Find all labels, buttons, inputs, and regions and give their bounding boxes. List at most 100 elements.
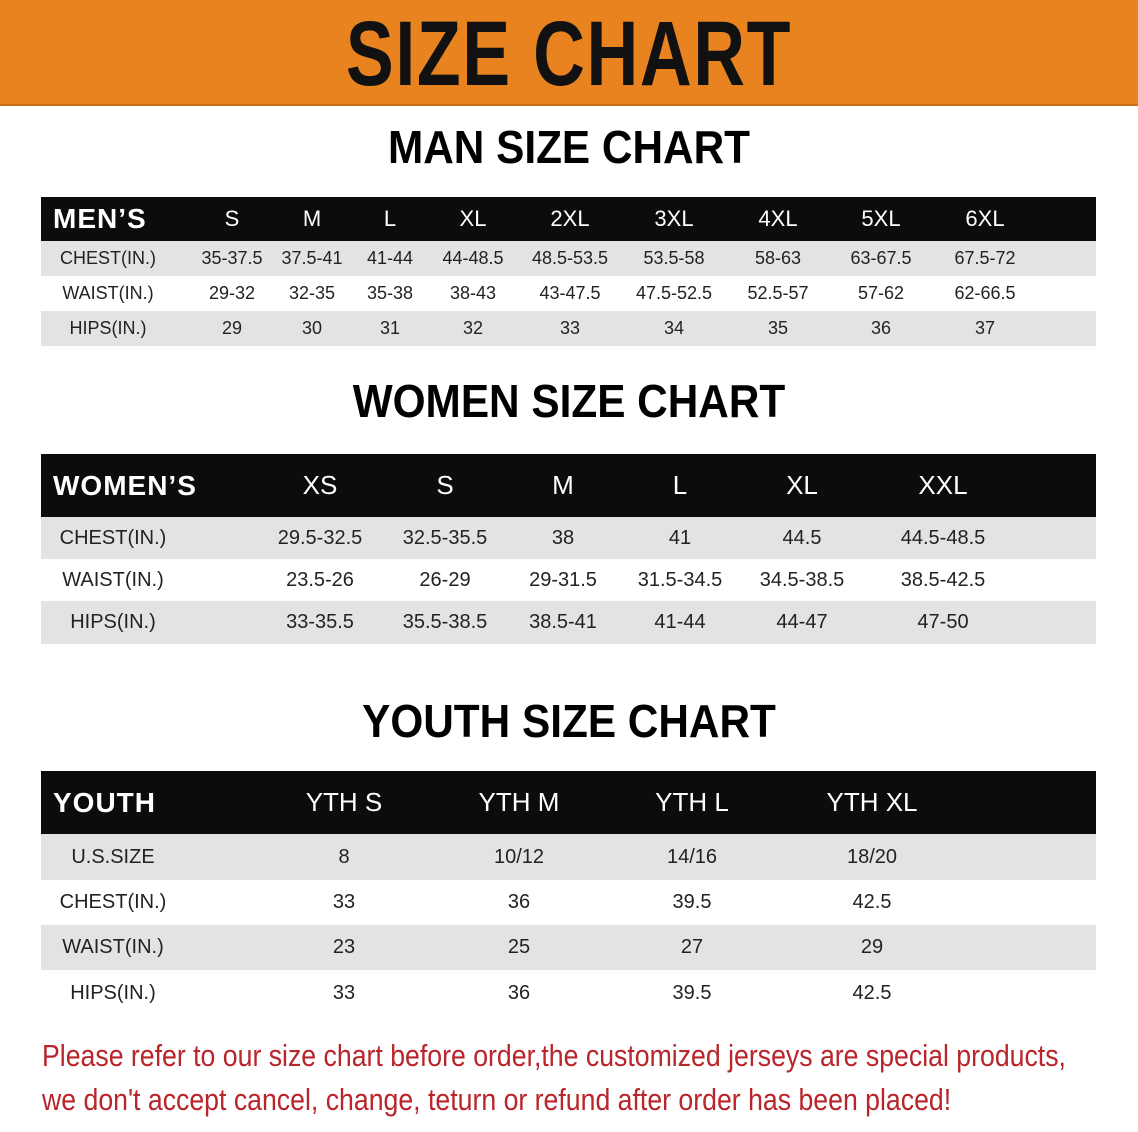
size-header-cell: 4XL (758, 206, 798, 231)
table-cell: 33 (559, 318, 581, 338)
table-cell: 62-66.5 (954, 283, 1016, 303)
measurement-label: U.S.SIZE (71, 845, 155, 868)
size-header-cell: YTH XL (826, 787, 918, 817)
table-cell: 57-62 (857, 283, 905, 303)
table-cell: 39.5 (672, 891, 712, 913)
banner: SIZE CHART (0, 0, 1138, 106)
women-header-row: WOMEN’S XS S M L XL XXL (41, 454, 1096, 517)
size-header-cell: M (552, 470, 574, 500)
table-cell: 10/12 (493, 845, 545, 868)
table-cell: 35-38 (366, 283, 414, 303)
table-row: CHEST(IN.) 29.5-32.5 32.5-35.5 38 41 44.5 44.5… (41, 517, 1096, 559)
table-cell: 29-32 (208, 283, 256, 303)
table-cell: 36 (507, 891, 531, 913)
table-cell: 37.5-41 (281, 248, 343, 268)
size-header-cell: S (436, 470, 454, 500)
table-cell: 25 (507, 936, 531, 958)
table-cell: 67.5-72 (954, 248, 1016, 268)
table-cell: 41-44 (366, 248, 414, 268)
size-header-cell: 5XL (861, 206, 901, 231)
men-section-title: MAN SIZE CHART (387, 121, 751, 173)
table-cell: 36 (870, 318, 892, 338)
measurement-label: CHEST(IN.) (59, 526, 167, 549)
size-header-cell: XXL (918, 470, 968, 500)
table-cell: 44-48.5 (442, 248, 504, 268)
measurement-label: WAIST(IN.) (62, 936, 164, 958)
table-cell: 63-67.5 (850, 248, 912, 268)
table-cell: 41 (668, 526, 692, 549)
notice-line-1: Please refer to our size chart before or… (42, 1038, 1066, 1073)
table-cell: 31 (379, 318, 401, 338)
youth-section-title: YOUTH SIZE CHART (362, 695, 776, 747)
table-title-cell: MEN’S (53, 203, 147, 234)
table-cell: 41-44 (654, 611, 706, 633)
size-header-cell: 6XL (965, 206, 1005, 231)
size-header-cell: XL (459, 206, 487, 231)
size-header-cell: XL (786, 470, 818, 500)
size-header-cell: YTH L (655, 787, 729, 817)
size-header-cell: 2XL (550, 206, 590, 231)
size-header-cell: M (302, 206, 322, 231)
table-cell: 38 (551, 526, 575, 549)
table-row: CHEST(IN.) 35-37.5 37.5-41 41-44 44-48.5 48.5… (41, 241, 1096, 276)
table-row: WAIST(IN.) 23 25 27 29 (41, 925, 1096, 970)
table-row: WAIST(IN.) 29-32 32-35 35-38 38-43 43-47.5 47.… (41, 276, 1096, 311)
men-size-table: MEN’S S M L XL 2XL 3XL 4XL 5XL 6XL CHEST(IN.) 35-37… (41, 197, 1096, 346)
measurement-label: HIPS(IN.) (70, 981, 156, 1004)
table-cell: 33 (332, 981, 356, 1004)
table-cell: 47.5-52.5 (635, 283, 713, 303)
table-title-cell: WOMEN’S (53, 469, 197, 501)
table-cell: 53.5-58 (643, 248, 705, 268)
table-cell: 32.5-35.5 (402, 526, 488, 549)
table-cell: 35 (767, 318, 789, 338)
table-cell: 42.5 (852, 891, 892, 913)
table-cell: 37 (974, 318, 996, 338)
table-cell: 35-37.5 (201, 248, 263, 268)
measurement-label: WAIST(IN.) (62, 283, 154, 303)
youth-header-row: YOUTH YTH S YTH M YTH L YTH XL (41, 771, 1096, 834)
size-header-cell: XS (302, 470, 338, 500)
table-cell: 8 (338, 845, 350, 868)
notice-line-2: we don't accept cancel, change, teturn o… (42, 1082, 952, 1117)
table-cell: 27 (680, 936, 704, 958)
table-cell: 33-35.5 (286, 611, 354, 633)
table-row: HIPS(IN.) 33-35.5 35.5-38.5 38.5-41 41-44 44-… (41, 601, 1096, 644)
measurement-label: WAIST(IN.) (62, 568, 164, 591)
table-cell: 18/20 (846, 845, 898, 868)
table-cell: 29-31.5 (529, 568, 597, 591)
table-cell: 34.5-38.5 (759, 568, 845, 591)
table-cell: 31.5-34.5 (637, 568, 723, 591)
youth-size-table: YOUTH YTH S YTH M YTH L YTH XL U.S.SIZE 8 10/12… (41, 771, 1096, 1016)
table-cell: 34 (663, 318, 685, 338)
table-row: HIPS(IN.) 29 30 31 32 33 34 35 36 37 (41, 311, 1096, 346)
size-header-cell: L (383, 206, 397, 231)
table-cell: 38-43 (449, 283, 497, 303)
table-cell: 32-35 (288, 283, 336, 303)
table-title-cell: YOUTH (53, 786, 156, 818)
size-header-cell: 3XL (654, 206, 694, 231)
table-row: WAIST(IN.) 23.5-26 26-29 29-31.5 31.5-34.5 34… (41, 559, 1096, 601)
table-cell: 44.5-48.5 (900, 526, 986, 549)
women-section-title: WOMEN SIZE CHART (352, 375, 786, 427)
table-cell: 48.5-53.5 (531, 248, 609, 268)
table-cell: 52.5-57 (747, 283, 809, 303)
table-cell: 47-50 (917, 611, 969, 633)
measurement-label: HIPS(IN.) (70, 611, 156, 633)
measurement-label: CHEST(IN.) (60, 248, 156, 268)
table-cell: 36 (507, 981, 531, 1004)
table-cell: 14/16 (666, 845, 718, 868)
table-cell: 30 (301, 318, 323, 338)
table-cell: 39.5 (672, 981, 712, 1004)
table-cell: 42.5 (852, 981, 892, 1004)
table-row: CHEST(IN.) 33 36 39.5 42.5 (41, 880, 1096, 925)
table-cell: 38.5-42.5 (900, 568, 986, 591)
table-cell: 38.5-41 (529, 611, 597, 633)
size-header-cell: YTH S (305, 787, 383, 817)
measurement-label: HIPS(IN.) (69, 318, 147, 338)
table-cell: 23 (332, 936, 356, 958)
table-cell: 58-63 (754, 248, 802, 268)
size-header-cell: YTH M (478, 787, 560, 817)
table-row: HIPS(IN.) 33 36 39.5 42.5 (41, 970, 1096, 1016)
table-cell: 29 (221, 318, 243, 338)
size-header-cell: S (224, 206, 240, 231)
